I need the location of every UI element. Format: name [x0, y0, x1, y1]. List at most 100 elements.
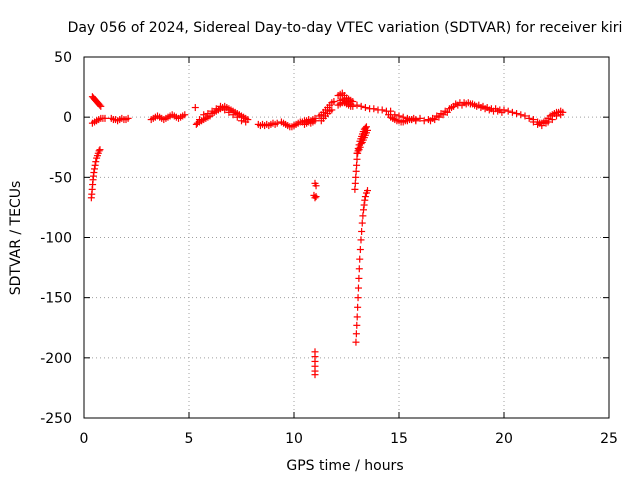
data-point	[494, 107, 502, 115]
data-point	[311, 371, 319, 379]
data-point	[351, 179, 359, 187]
data-point	[242, 118, 250, 126]
data-point	[357, 102, 365, 110]
data-point	[548, 116, 556, 124]
data-point	[412, 116, 420, 124]
data-point	[354, 284, 362, 292]
data-point	[225, 108, 233, 116]
grid	[84, 57, 609, 418]
data-point	[521, 112, 529, 120]
data-point	[359, 212, 367, 220]
data-point	[427, 117, 434, 125]
data-point	[360, 201, 368, 209]
data-point	[395, 112, 403, 120]
data-point	[557, 111, 565, 119]
data-point	[96, 101, 104, 109]
x-tick-label: 5	[185, 431, 194, 447]
data-point	[443, 108, 451, 116]
data-point	[191, 104, 199, 112]
data-point	[91, 165, 98, 173]
data-point	[517, 111, 525, 119]
data-point	[498, 108, 506, 116]
data-point	[364, 187, 371, 195]
y-tick-label: 0	[63, 110, 72, 126]
data-point	[353, 161, 361, 169]
data-point	[354, 303, 362, 311]
data-point	[238, 117, 245, 125]
data-point	[485, 106, 493, 114]
y-tick-label: -50	[49, 170, 72, 186]
data-point	[357, 140, 365, 148]
data-point	[378, 106, 386, 114]
data-point	[354, 147, 362, 155]
data-point	[362, 123, 370, 131]
data-point	[328, 106, 336, 114]
data-point	[464, 99, 472, 107]
data-point	[347, 100, 355, 108]
data-point	[311, 194, 319, 202]
data-point	[273, 119, 281, 127]
data-point	[124, 114, 132, 122]
data-point	[538, 122, 546, 130]
data-point	[529, 118, 537, 126]
data-point	[364, 126, 371, 134]
data-point	[553, 112, 560, 120]
data-point	[351, 185, 359, 193]
data-point	[508, 108, 516, 116]
data-point	[196, 116, 203, 124]
data-point	[473, 102, 481, 110]
data-point	[357, 236, 365, 244]
data-point	[534, 120, 542, 128]
data-point	[403, 114, 411, 122]
data-point	[525, 114, 533, 122]
y-tick-label: -150	[40, 291, 72, 307]
data-point	[448, 104, 455, 112]
data-point	[399, 113, 407, 121]
data-point	[353, 101, 361, 109]
data-point	[229, 111, 237, 119]
data-point	[361, 104, 369, 112]
data-point	[221, 106, 229, 114]
plot-frame	[83, 56, 610, 419]
y-tick-label: -100	[40, 231, 72, 247]
data-point	[208, 107, 216, 115]
y-tick-label: 50	[54, 50, 72, 66]
data-point	[391, 111, 399, 119]
data-point	[544, 118, 552, 126]
data-point	[420, 117, 428, 125]
data-point	[477, 104, 485, 112]
data-point	[358, 227, 366, 235]
data-point	[431, 116, 439, 124]
data-point	[504, 107, 512, 115]
data-point	[416, 114, 424, 122]
data-point	[360, 206, 368, 214]
data-point	[212, 105, 220, 113]
x-tick-label: 10	[285, 431, 303, 447]
x-axis-label: GPS time / hours	[286, 458, 403, 474]
data-point	[91, 161, 99, 169]
data-point	[311, 117, 319, 125]
data-point	[358, 219, 366, 227]
data-point	[312, 182, 320, 190]
data-point	[96, 146, 104, 154]
data-point	[353, 321, 361, 329]
data-point	[352, 167, 360, 175]
data-point	[356, 246, 364, 254]
data-point	[353, 313, 361, 321]
data-point	[92, 158, 100, 166]
data-point	[354, 294, 362, 302]
data-point	[387, 107, 395, 115]
data-point	[217, 102, 224, 110]
data-point	[200, 111, 208, 119]
x-tick-label: 25	[600, 431, 618, 447]
data-point	[330, 98, 338, 106]
x-axis: 0 5 10 15 20 25	[80, 57, 618, 447]
data-point	[356, 255, 364, 263]
y-tick-label: -250	[40, 411, 72, 427]
data-points	[87, 89, 567, 379]
data-point	[481, 105, 489, 113]
data-point	[355, 265, 363, 273]
data-point	[513, 110, 521, 118]
data-point	[312, 193, 320, 201]
